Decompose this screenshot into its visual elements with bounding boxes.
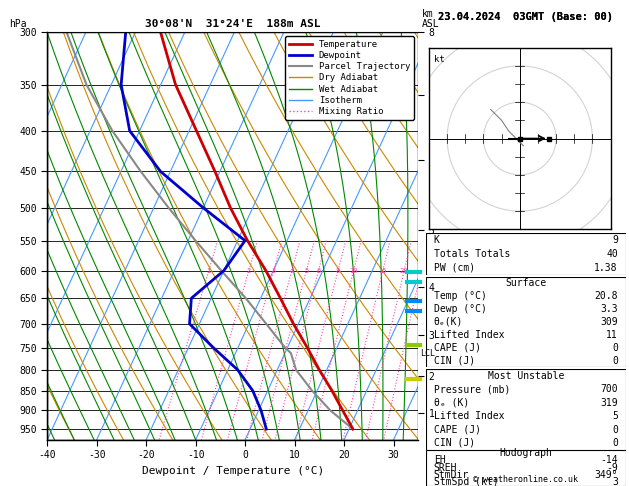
Text: Lifted Index: Lifted Index bbox=[434, 411, 504, 421]
Text: 1: 1 bbox=[206, 268, 211, 274]
Text: 10: 10 bbox=[349, 268, 358, 274]
Text: Lifted Index: Lifted Index bbox=[434, 330, 504, 340]
Text: 3: 3 bbox=[612, 477, 618, 486]
Text: K: K bbox=[434, 235, 440, 245]
Text: CIN (J): CIN (J) bbox=[434, 355, 475, 365]
Text: 8: 8 bbox=[336, 268, 340, 274]
Text: Most Unstable: Most Unstable bbox=[487, 371, 564, 381]
Text: CAPE (J): CAPE (J) bbox=[434, 424, 481, 434]
Text: EH: EH bbox=[434, 455, 445, 466]
Text: 23.04.2024  03GMT (Base: 00): 23.04.2024 03GMT (Base: 00) bbox=[438, 12, 613, 22]
Text: 0: 0 bbox=[612, 424, 618, 434]
Text: kt: kt bbox=[435, 55, 445, 64]
Text: 11: 11 bbox=[606, 330, 618, 340]
Legend: Temperature, Dewpoint, Parcel Trajectory, Dry Adiabat, Wet Adiabat, Isotherm, Mi: Temperature, Dewpoint, Parcel Trajectory… bbox=[286, 36, 414, 120]
Text: 23.04.2024  03GMT (Base: 00): 23.04.2024 03GMT (Base: 00) bbox=[438, 12, 613, 22]
Text: 1.38: 1.38 bbox=[594, 263, 618, 273]
Text: 309: 309 bbox=[600, 317, 618, 327]
Text: Pressure (mb): Pressure (mb) bbox=[434, 384, 510, 395]
Text: PW (cm): PW (cm) bbox=[434, 263, 475, 273]
Text: SREH: SREH bbox=[434, 463, 457, 473]
Text: StmSpd (kt): StmSpd (kt) bbox=[434, 477, 498, 486]
Text: Surface: Surface bbox=[505, 278, 547, 289]
Text: -14: -14 bbox=[600, 455, 618, 466]
Text: 4: 4 bbox=[290, 268, 294, 274]
Text: 0: 0 bbox=[612, 343, 618, 353]
Text: hPa: hPa bbox=[9, 19, 27, 29]
Text: Hodograph: Hodograph bbox=[499, 448, 552, 458]
Text: 9: 9 bbox=[612, 235, 618, 245]
Text: CAPE (J): CAPE (J) bbox=[434, 343, 481, 353]
Text: Dewp (°C): Dewp (°C) bbox=[434, 304, 487, 314]
Text: Totals Totals: Totals Totals bbox=[434, 249, 510, 259]
Text: 0: 0 bbox=[612, 355, 618, 365]
Text: Temp (°C): Temp (°C) bbox=[434, 291, 487, 301]
Text: 40: 40 bbox=[606, 249, 618, 259]
Text: -9: -9 bbox=[606, 463, 618, 473]
Text: 319: 319 bbox=[600, 398, 618, 408]
Text: θₑ (K): θₑ (K) bbox=[434, 398, 469, 408]
Text: 20.8: 20.8 bbox=[594, 291, 618, 301]
Text: θₑ(K): θₑ(K) bbox=[434, 317, 463, 327]
Text: 5: 5 bbox=[612, 411, 618, 421]
Text: © weatheronline.co.uk: © weatheronline.co.uk bbox=[474, 474, 578, 484]
Text: 20: 20 bbox=[400, 268, 408, 274]
Text: LCL: LCL bbox=[420, 348, 435, 358]
Text: 2: 2 bbox=[247, 268, 251, 274]
Text: 30°08'N  31°24'E  188m ASL: 30°08'N 31°24'E 188m ASL bbox=[145, 19, 321, 29]
Text: 349°: 349° bbox=[594, 470, 618, 480]
Text: 3: 3 bbox=[272, 268, 276, 274]
Text: km
ASL: km ASL bbox=[421, 9, 439, 29]
Text: 5: 5 bbox=[304, 268, 308, 274]
Text: 700: 700 bbox=[600, 384, 618, 395]
Text: 3.3: 3.3 bbox=[600, 304, 618, 314]
Text: 15: 15 bbox=[379, 268, 387, 274]
X-axis label: Dewpoint / Temperature (°C): Dewpoint / Temperature (°C) bbox=[142, 466, 324, 476]
Text: 0: 0 bbox=[612, 438, 618, 448]
Text: StmDir: StmDir bbox=[434, 470, 469, 480]
Text: 6: 6 bbox=[316, 268, 321, 274]
Text: CIN (J): CIN (J) bbox=[434, 438, 475, 448]
